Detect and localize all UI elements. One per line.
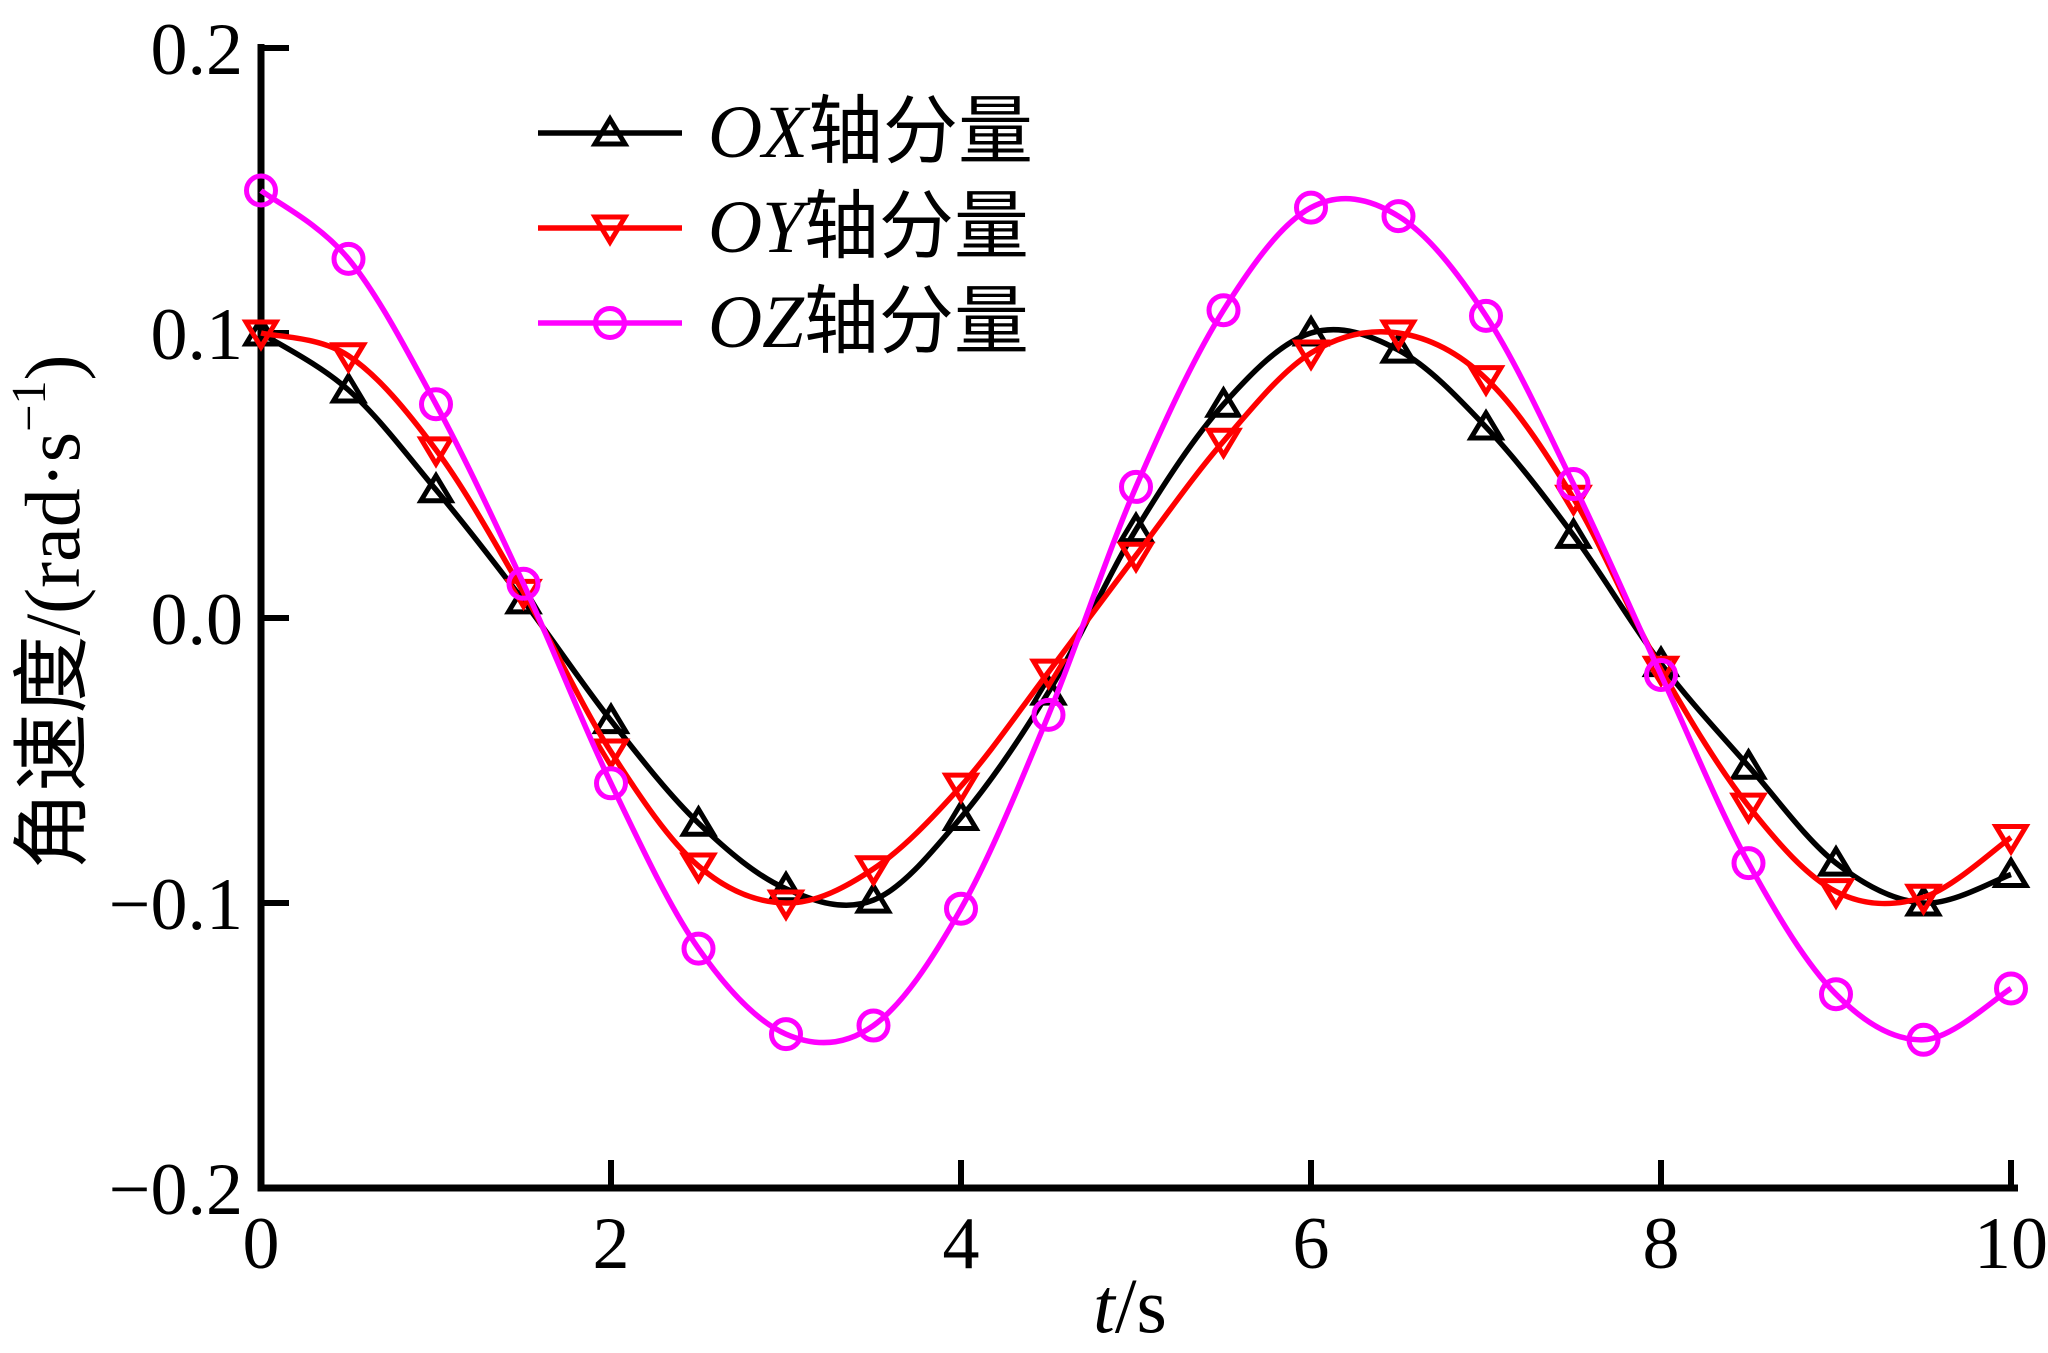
series-marker-OZ轴分量 (594, 766, 628, 801)
series-marker-OZ轴分量 (1906, 1022, 1941, 1057)
legend-label-oz-var: OZ (708, 281, 804, 364)
x-tick-label: 6 (1293, 1203, 1330, 1285)
legend-label-oy: OY轴分量 (708, 190, 1029, 265)
legend-line-marker-oy (538, 214, 682, 247)
y-tick-label: 0.0 (151, 579, 244, 661)
series-marker-OY轴分量 (1991, 823, 2031, 857)
series-marker-OZ轴分量 (1644, 658, 1678, 692)
legend-sample-marker (593, 305, 627, 340)
series-marker-OZ轴分量 (1381, 199, 1416, 234)
series-marker-OX轴分量 (1554, 516, 1593, 549)
series-marker-OZ轴分量 (331, 241, 366, 276)
legend-label-oz: OZ轴分量 (708, 285, 1029, 360)
y-tick-label: 0.2 (151, 9, 244, 91)
x-tick-label: 4 (943, 1203, 980, 1285)
series-marker-OZ轴分量 (1819, 977, 1853, 1012)
series-marker-OX轴分量 (1991, 855, 2031, 888)
y-axis-label-close: ) (9, 354, 96, 381)
legend-item-ox: OX轴分量 (536, 85, 1033, 180)
series-marker-OZ轴分量 (419, 387, 453, 422)
x-tick-label: 0 (243, 1203, 280, 1285)
series-marker-OY轴分量 (1379, 319, 1418, 352)
x-axis-label: t/s (1093, 1261, 1167, 1351)
series-marker-OY轴分量 (679, 852, 718, 885)
series-marker-OY轴分量 (1291, 339, 1331, 372)
series-marker-OY轴分量 (766, 889, 806, 922)
legend-label-ox-var: OX (708, 91, 808, 174)
y-tick-label: −0.1 (109, 864, 243, 946)
series-marker-OX轴分量 (679, 804, 718, 837)
series-marker-OZ轴分量 (506, 566, 541, 601)
series-marker-OY轴分量 (1466, 365, 1506, 398)
series-marker-OX轴分量 (1729, 747, 1768, 780)
series-marker-OZ轴分量 (944, 891, 978, 926)
series-marker-OY轴分量 (416, 436, 456, 469)
series-marker-OX轴分量 (329, 371, 368, 404)
legend-label-oz-rest: 轴分量 (803, 281, 1029, 364)
series-marker-OX轴分量 (1379, 331, 1418, 364)
series-marker-OZ轴分量 (1294, 190, 1328, 225)
series-marker-OX轴分量 (1816, 844, 1856, 877)
series-marker-OY轴分量 (1204, 427, 1243, 461)
series-marker-OY轴分量 (1029, 658, 1068, 692)
y-axis-label-superscript: −1 (2, 380, 56, 432)
series-marker-OX轴分量 (1116, 510, 1156, 544)
series-marker-OY轴分量 (591, 738, 631, 771)
series-marker-OY轴分量 (1816, 878, 1856, 911)
legend-label-oy-rest: 轴分量 (803, 186, 1029, 269)
series-marker-OZ轴分量 (1119, 469, 1153, 504)
legend-item-oy: OY轴分量 (536, 180, 1033, 275)
y-axis-label: 角速度/(rad·s−1) (0, 354, 102, 869)
series-marker-OX轴分量 (1204, 385, 1243, 418)
series-marker-OY轴分量 (1116, 541, 1156, 575)
x-tick-label: 2 (593, 1203, 630, 1285)
legend-line-marker-ox (538, 113, 682, 146)
series-marker-OX轴分量 (591, 701, 631, 735)
legend: OX轴分量 OY轴分量 OZ轴分量 (536, 85, 1033, 370)
series-marker-OY轴分量 (941, 772, 981, 806)
y-axis-label-text: 角速度/(rad·s (9, 431, 96, 870)
legend-label-oy-var: OY (708, 186, 804, 269)
series-marker-OX轴分量 (854, 881, 893, 914)
series-marker-OZ轴分量 (1031, 697, 1066, 732)
legend-sample-marker (590, 113, 630, 146)
series-marker-OZ轴分量 (1469, 298, 1503, 333)
series-marker-OY轴分量 (854, 855, 893, 888)
series-marker-OZ轴分量 (244, 173, 278, 208)
series-marker-OZ轴分量 (1994, 971, 2028, 1006)
series-marker-OZ轴分量 (681, 931, 716, 966)
series-marker-OX轴分量 (941, 798, 981, 831)
series-marker-OY轴分量 (241, 319, 281, 352)
series-marker-OY轴分量 (1729, 792, 1768, 825)
series-line-OZ轴分量 (259, 188, 2013, 1046)
series-marker-OZ轴分量 (856, 1008, 891, 1043)
legend-item-oz: OZ轴分量 (536, 275, 1033, 370)
series-marker-OZ轴分量 (769, 1017, 803, 1052)
series-marker-OZ轴分量 (1556, 467, 1591, 502)
series-marker-OZ轴分量 (1206, 293, 1241, 328)
legend-sample-marker (590, 214, 630, 247)
x-axis-unit: /s (1114, 1262, 1167, 1349)
series-marker-OX轴分量 (1466, 408, 1506, 441)
x-tick-label: 10 (1974, 1203, 2048, 1285)
series-marker-OZ轴分量 (1731, 846, 1766, 881)
series-marker-OX轴分量 (766, 869, 806, 903)
y-tick-label: −0.2 (109, 1149, 243, 1231)
legend-label-ox: OX轴分量 (708, 95, 1033, 170)
series-marker-OY轴分量 (1904, 883, 1943, 917)
x-tick-label: 8 (1643, 1203, 1680, 1285)
y-tick-label: 0.1 (151, 294, 244, 376)
x-axis-variable: t (1093, 1262, 1115, 1349)
series-marker-OY轴分量 (329, 342, 368, 375)
legend-label-ox-rest: 轴分量 (807, 91, 1033, 174)
legend-line-marker-oz (538, 305, 682, 340)
series-marker-OX轴分量 (416, 470, 456, 504)
